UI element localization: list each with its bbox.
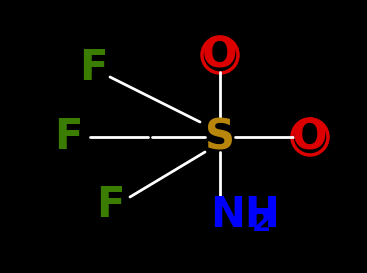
Text: 2: 2 bbox=[252, 209, 271, 237]
Text: NH: NH bbox=[210, 194, 280, 236]
Text: O: O bbox=[202, 34, 238, 76]
Text: F: F bbox=[79, 47, 107, 89]
Text: O: O bbox=[292, 116, 328, 158]
Text: F: F bbox=[96, 184, 124, 226]
Text: S: S bbox=[205, 116, 235, 158]
Text: F: F bbox=[54, 116, 82, 158]
